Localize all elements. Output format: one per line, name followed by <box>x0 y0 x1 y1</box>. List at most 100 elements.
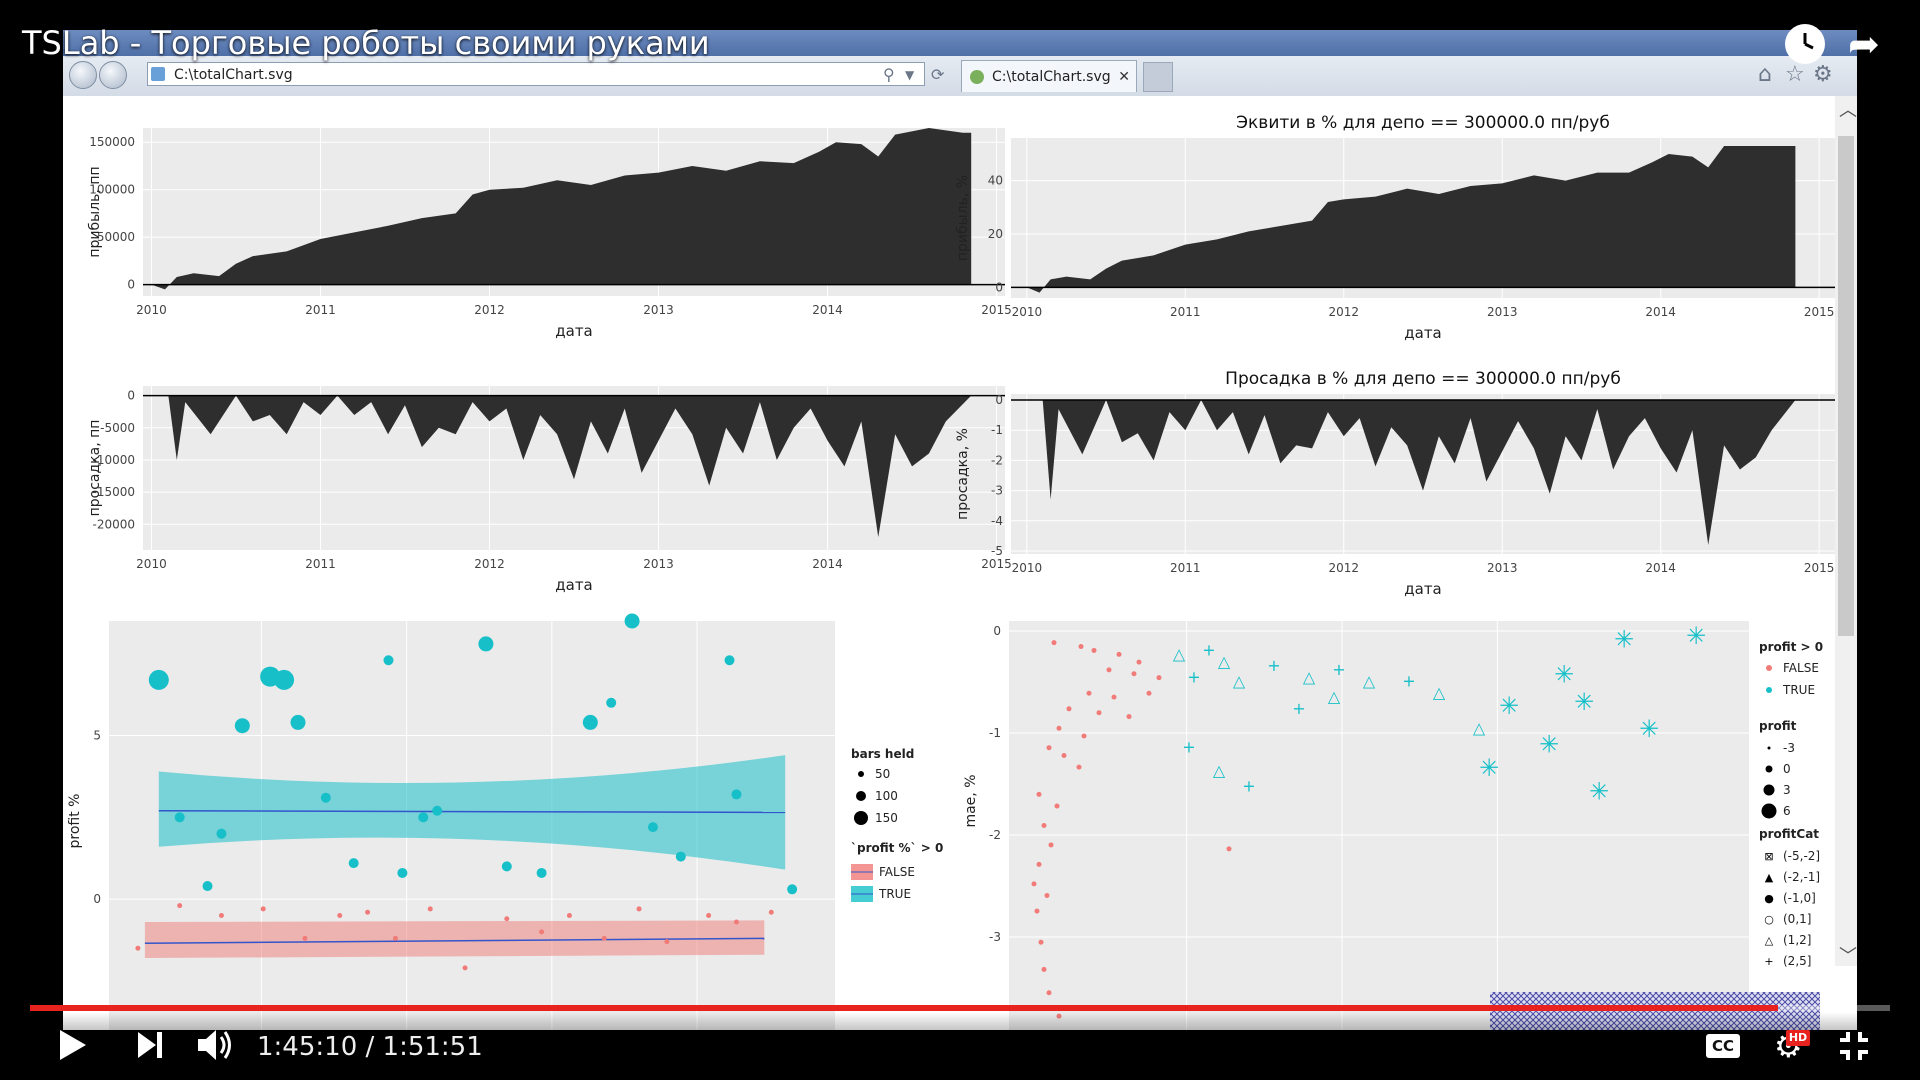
teal-point <box>536 867 547 878</box>
y-tick-label: -2 <box>989 828 1001 842</box>
pink-point <box>539 929 545 935</box>
pink-point <box>218 912 224 918</box>
legend-size-key <box>854 811 868 825</box>
teal-point: △ <box>1433 683 1446 702</box>
svg-page-content: 2010 2011 2012 2013 2014 2015 150000 100000 5000… <box>63 96 1857 1030</box>
y-tick-label: 0 <box>93 892 101 906</box>
x-tick-label: 2012 <box>474 557 505 571</box>
y-axis-label: просадка, пп <box>87 420 103 517</box>
back-button[interactable] <box>69 61 97 89</box>
teal-point: + <box>1182 738 1195 757</box>
x-tick-label: 2012 <box>1328 305 1359 319</box>
settings-gear-icon[interactable]: ⚙ <box>1813 62 1833 87</box>
y-tick-label: -15000 <box>92 485 135 499</box>
y-axis-label: profit % <box>67 794 83 849</box>
progress-bar[interactable] <box>30 1005 1890 1011</box>
teal-point: ✳ <box>1499 692 1519 720</box>
teal-confidence-band <box>158 755 786 870</box>
browser-window: C:\totalChart.svg ⚲ ▼ ⟳ C:\totalChart.sv… <box>63 30 1857 1030</box>
y-tick-label: 0 <box>127 278 135 292</box>
legend-label: (-5,-2] <box>1783 849 1820 863</box>
area-chart-1: 2010 2011 2012 2013 2014 2015 40 20 0 дата прибыль… <box>955 113 1835 342</box>
address-bar[interactable]: C:\totalChart.svg <box>147 62 925 86</box>
teal-point: ✳ <box>1614 626 1634 654</box>
new-tab-button[interactable] <box>1143 62 1173 92</box>
x-tick-label: 2012 <box>474 303 505 317</box>
exit-fullscreen-icon[interactable] <box>1838 1030 1870 1066</box>
legend-label: TRUE <box>878 887 911 901</box>
tab-close-icon[interactable]: ✕ <box>1118 69 1130 85</box>
teal-point: △ <box>1328 687 1341 706</box>
area-series <box>151 128 972 290</box>
dropdown-icon[interactable]: ▼ <box>905 68 915 82</box>
teal-point <box>148 669 169 690</box>
pink-point <box>260 906 266 912</box>
home-icon[interactable]: ⌂ <box>1758 62 1772 87</box>
teal-point <box>418 812 429 823</box>
pink-point <box>177 903 183 909</box>
play-icon[interactable] <box>58 1028 88 1066</box>
teal-point: △ <box>1233 672 1246 691</box>
teal-point: △ <box>1473 718 1486 737</box>
search-icon[interactable]: ⚲ <box>883 65 895 84</box>
share-icon[interactable]: ➦ <box>1848 22 1880 66</box>
y-tick-label: -20000 <box>92 517 135 531</box>
pink-point <box>1116 651 1122 657</box>
pink-point <box>1046 745 1052 751</box>
x-tick-label: 2015 <box>981 303 1012 317</box>
player-controls: 1:45:10 / 1:51:51 CC ⚙ HD <box>0 1012 1920 1080</box>
teal-point <box>478 636 494 652</box>
hd-badge: HD <box>1786 1030 1810 1046</box>
pink-point <box>1048 842 1054 848</box>
teal-point: ✳ <box>1686 622 1706 650</box>
x-tick-label: 2013 <box>1487 561 1518 575</box>
y-tick-label: -2 <box>991 453 1003 467</box>
scroll-down-icon[interactable]: ﹀ <box>1839 946 1857 967</box>
pink-point <box>1036 791 1042 797</box>
chart-title: Просадка в % для депо == 300000.0 пп/руб <box>1225 369 1621 389</box>
teal-point: + <box>1292 699 1305 718</box>
forward-button[interactable] <box>99 61 127 89</box>
legend-color-key <box>1766 665 1772 671</box>
x-tick-label: 2015 <box>1804 305 1835 319</box>
scroll-up-icon[interactable]: ︿ <box>1839 100 1857 121</box>
area-chart-0: 2010 2011 2012 2013 2014 2015 150000 100000 5000… <box>87 128 1012 340</box>
legend-label: -3 <box>1783 741 1795 755</box>
charts-canvas: 2010 2011 2012 2013 2014 20151500001000005000… <box>67 113 1835 1030</box>
teal-point: △ <box>1173 644 1186 663</box>
teal-point: + <box>1202 640 1215 659</box>
area-chart-2: 2010 2011 2012 2013 2014 2015 0 -5000 -10000 -150… <box>87 386 1012 594</box>
legend-title: `profit %` > 0 <box>851 841 943 855</box>
legend-label: 0 <box>1783 762 1791 776</box>
x-tick-label: 2011 <box>305 303 336 317</box>
tab-favicon-icon <box>970 70 984 84</box>
teal-point <box>397 867 408 878</box>
pink-point <box>1081 733 1087 739</box>
legend-size-key <box>858 771 864 777</box>
x-tick-label: 2010 <box>1012 561 1043 575</box>
refresh-icon[interactable]: ⟳ <box>931 65 945 84</box>
teal-point: △ <box>1213 761 1226 780</box>
favorites-star-icon[interactable]: ☆ <box>1785 62 1805 87</box>
captions-button[interactable]: CC <box>1706 1034 1740 1058</box>
scrollbar-thumb[interactable] <box>1838 136 1854 636</box>
legend-shape-key: ○ <box>1764 913 1774 926</box>
legend-shape-key: ● <box>1764 892 1774 905</box>
pink-point <box>504 916 510 922</box>
next-icon[interactable] <box>136 1030 164 1064</box>
video-title[interactable]: TSLab - Торговые роботы своими руками <box>22 24 710 62</box>
legend-label: 50 <box>875 767 890 781</box>
pink-point <box>1041 823 1047 828</box>
browser-titlebar <box>63 30 1857 56</box>
vertical-scrollbar[interactable]: ︿ ﹀ <box>1835 96 1857 967</box>
watch-later-icon[interactable] <box>1785 24 1825 64</box>
tab-totalchart[interactable]: C:\totalChart.svg ✕ <box>961 60 1137 92</box>
teal-point <box>647 822 658 833</box>
pink-point <box>1054 803 1060 809</box>
teal-point <box>724 655 735 666</box>
volume-icon[interactable] <box>196 1028 236 1066</box>
teal-point: ✳ <box>1479 754 1499 782</box>
y-tick-label: 150000 <box>89 135 135 149</box>
